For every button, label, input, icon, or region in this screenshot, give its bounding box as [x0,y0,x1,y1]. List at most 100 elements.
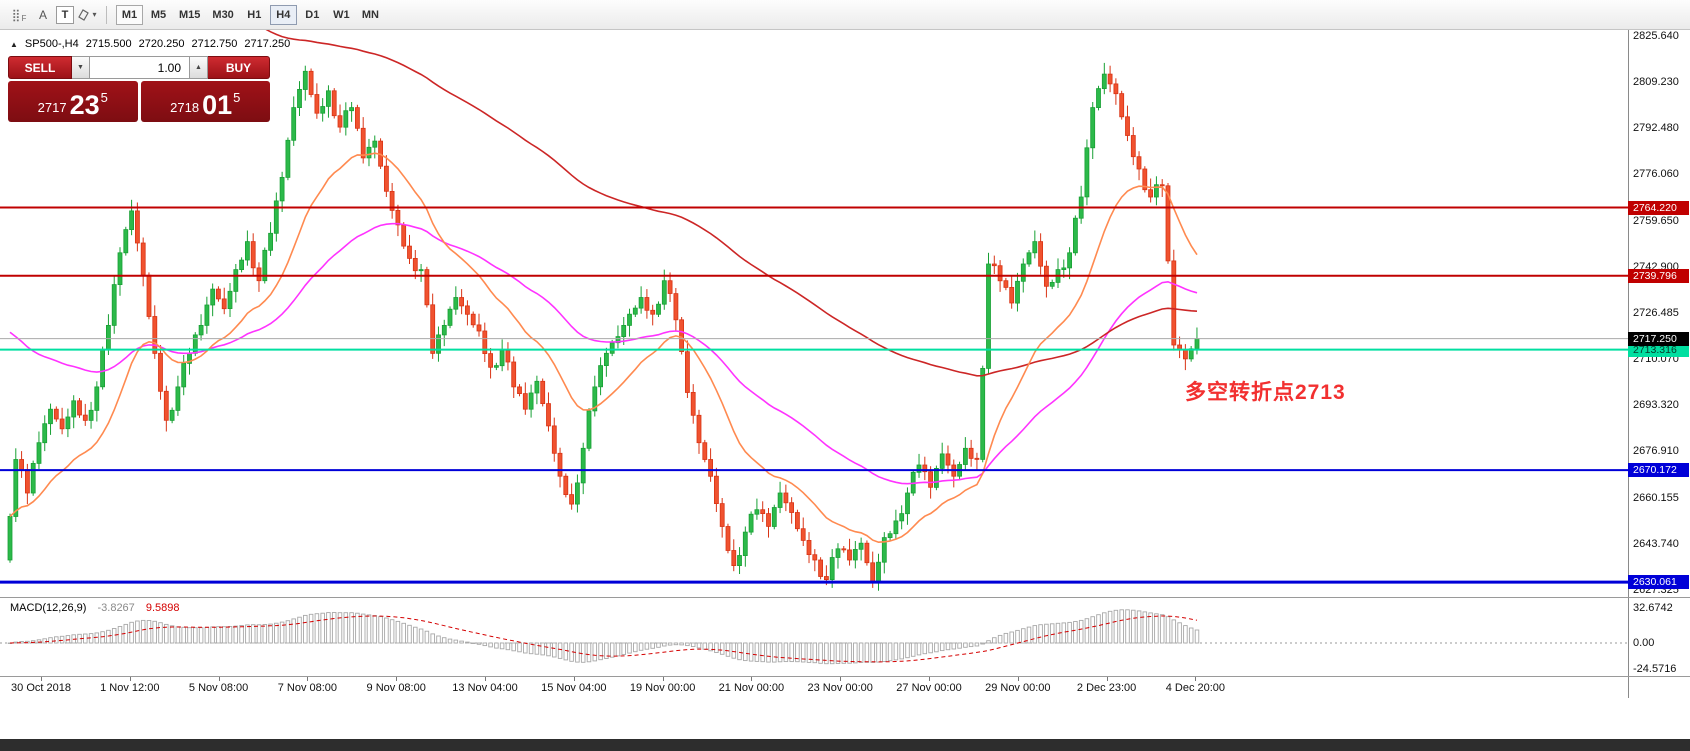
price-axis-label: 2792.480 [1633,122,1679,135]
macd-main-value: -3.8267 [97,602,135,614]
timeframe-button-w1[interactable]: W1 [333,8,350,21]
price-axis-label: 2726.485 [1633,306,1679,319]
timeframe-button-d1[interactable]: D1 [305,8,320,21]
time-axis-label: 19 Nov 00:00 [629,682,696,694]
timeframe-button-m5[interactable]: M5 [150,8,167,21]
axis-separator [1628,30,1629,698]
grid-icon-sub: F [21,13,27,23]
time-axis-label: 23 Nov 00:00 [807,682,873,694]
ma-slow-line [9,222,1198,485]
timeframe-button-h4[interactable]: H4 [269,4,297,25]
trade-controls-row: SELL ▼ 1.00 ▲ BUY [8,56,270,79]
time-axis-tick [573,677,575,681]
bar-open-value: 2715.500 [85,38,132,50]
buy-button[interactable]: BUY [208,56,270,79]
timeframe-button-m30[interactable]: M30 [212,8,234,21]
letter-a-icon: A [38,7,47,22]
time-axis-tick [485,677,486,681]
time-axis-tick [218,677,220,681]
time-axis-tick [41,677,42,681]
time-axis-label: 21 Nov 00:00 [718,682,785,694]
time-axis-label: 13 Nov 04:00 [452,682,518,694]
chart-plot[interactable] [0,30,1628,597]
time-axis: 30 Oct 2018 1 Nov 12:00 5 Nov 08:00 7 Nov 0… [0,677,1628,698]
macd-plot [0,599,1628,676]
grid-icon: ⣿ [11,7,21,22]
bid-prefix: 2717 [37,100,67,115]
chevron-down-icon: ▾ [92,10,97,19]
price-axis-label: 2676.910 [1633,445,1679,458]
time-axis-tick [129,677,131,681]
timeframe-button-mn[interactable]: MN [361,8,379,21]
price-axis-label: 2825.640 [1633,30,1679,42]
triangle-down-icon: ▼ [77,64,84,71]
ask-prefix: 2718 [170,100,200,115]
time-axis-tick [662,677,664,681]
macd-axis-label: 32.6742 [1633,602,1673,614]
symbol-period-label: SP500-,H4 [24,38,79,50]
price-axis-label: 2776.060 [1633,168,1679,181]
shape-icon [78,9,90,21]
candlestick-series [7,62,1200,591]
grid-tool-button[interactable]: ⣿ F [8,5,30,25]
price-level-badge: 2670.172 [1628,463,1689,478]
toolbar-separator [106,5,107,24]
bid-pip-digit: 5 [100,90,108,105]
time-axis-label: 4 Dec 20:00 [1165,682,1226,694]
price-axis-label: 2660.155 [1633,491,1679,504]
price-axis-label: 2643.740 [1633,537,1679,550]
time-axis-label: 5 Nov 08:00 [188,682,249,694]
ma-fast-line [9,152,1198,544]
timeframe-button-m15[interactable]: M15 [179,8,201,21]
time-axis-label: 7 Nov 08:00 [277,682,338,694]
timeframe-button-m1[interactable]: M1 [116,4,143,25]
current-price-badge: 2717.250 [1628,331,1689,346]
time-axis-tick [1106,677,1108,681]
time-axis-label: 1 Nov 12:00 [100,682,160,694]
time-axis-label: 2 Dec 23:00 [1076,682,1137,694]
sell-button[interactable]: SELL [8,56,72,79]
macd-panel-divider[interactable] [0,597,1690,598]
ask-price-panel[interactable]: 2718 01 5 [140,81,270,122]
price-axis-label: 2693.320 [1633,399,1679,412]
time-axis-tick [1195,677,1197,681]
macd-signal-line [9,615,1198,663]
time-axis-tick [929,677,930,681]
time-axis-label: 29 Nov 00:00 [985,682,1051,694]
chart-text-annotation[interactable]: 多空转折点2713 [1185,381,1346,404]
price-level-badge: 2764.220 [1628,200,1689,215]
price-level-badge: 2713.316 [1628,342,1689,357]
volume-increase-button[interactable]: ▲ [190,56,208,79]
macd-axis-label: -24.5716 [1633,663,1677,676]
bar-high-value: 2720.250 [138,38,185,50]
macd-signal-value: 9.5898 [145,602,180,614]
price-axis-label: 2759.650 [1633,214,1679,227]
timeframe-button-h1[interactable]: H1 [247,8,262,21]
macd-name: MACD(12,26,9) [10,602,87,614]
bar-close-value: 2717.250 [244,38,291,50]
timeframe-group: M1 M5 M15 M30 H1 H4 D1 W1 MN [115,4,385,25]
text-tool-button[interactable]: T [56,5,74,24]
ask-big-digits: 01 [202,90,233,121]
time-axis-label: 27 Nov 00:00 [896,682,962,694]
price-axis: 2825.640 2809.230 2792.480 2776.060 2759.650… [1628,30,1690,676]
one-click-trading-panel: SELL ▼ 1.00 ▲ BUY 2717 23 5 2718 01 5 [8,56,270,122]
shapes-tool-button[interactable]: ▾ [76,5,98,25]
time-axis-label: 15 Nov 04:00 [541,682,607,694]
bottom-dark-strip [0,739,1690,751]
time-axis-tick [307,677,309,681]
macd-axis-label: 0.00 [1633,637,1655,649]
letter-t-icon: T [61,8,69,21]
macd-indicator-label: MACD(12,26,9) -3.8267 9.5898 [10,602,180,614]
time-axis-label: 9 Nov 08:00 [366,682,426,694]
time-axis-tick [1017,677,1019,681]
ask-pip-digit: 5 [233,90,241,105]
time-axis-label: 30 Oct 2018 [11,682,71,694]
one-click-toggle-icon[interactable]: ▲ [10,39,18,49]
bid-big-digits: 23 [69,90,100,121]
volume-decrease-button[interactable]: ▼ [72,56,90,79]
annotation-tool-button[interactable]: A [32,5,54,25]
bid-price-panel[interactable]: 2717 23 5 [8,81,138,122]
volume-input[interactable]: 1.00 [90,56,190,79]
toolbar: ⣿ F A T ▾ M1 M5 M15 M30 H1 H4 D1 W1 MN [0,0,1690,30]
